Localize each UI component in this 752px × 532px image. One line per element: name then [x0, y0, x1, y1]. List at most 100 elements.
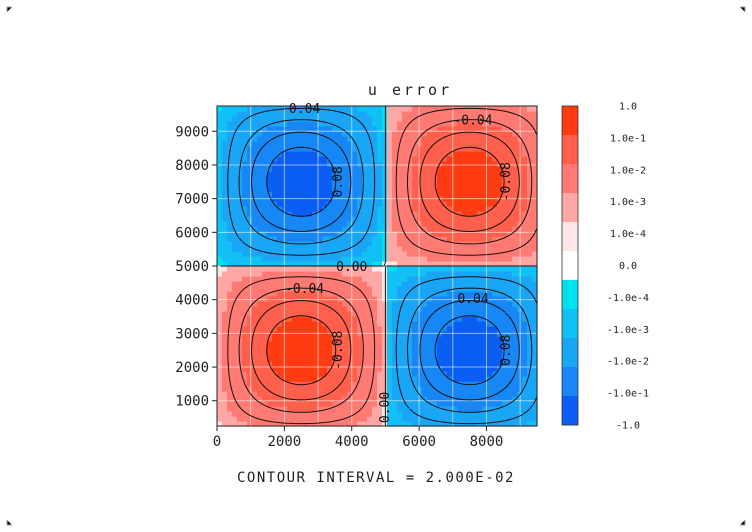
field-cell [417, 371, 423, 377]
field-cell [482, 281, 488, 287]
field-cell [247, 126, 253, 132]
field-cell [417, 216, 423, 222]
field-cell [487, 121, 493, 127]
field-cell [312, 111, 318, 117]
field-cell [402, 266, 408, 272]
field-cell [267, 261, 273, 267]
field-cell [307, 301, 313, 307]
field-cell [242, 191, 248, 197]
field-cell [427, 356, 433, 362]
field-cell [452, 141, 458, 147]
field-cell [357, 261, 363, 267]
field-cell [532, 166, 538, 172]
field-cell [387, 136, 393, 142]
field-cell [332, 386, 338, 392]
field-cell [352, 271, 358, 277]
field-cell [387, 276, 393, 282]
field-cell [227, 216, 233, 222]
field-cell [222, 391, 228, 397]
field-cell [532, 171, 538, 177]
field-cell [382, 281, 388, 287]
field-cell [297, 271, 303, 277]
field-cell [312, 371, 318, 377]
field-cell [277, 206, 283, 212]
field-cell [427, 256, 433, 262]
field-cell [427, 411, 433, 417]
field-cell [377, 136, 383, 142]
field-cell [337, 296, 343, 302]
field-cell [247, 366, 253, 372]
field-cell [237, 381, 243, 387]
field-cell [397, 281, 403, 287]
field-cell [452, 161, 458, 167]
field-cell [397, 276, 403, 282]
field-cell [322, 176, 328, 182]
field-cell [347, 136, 353, 142]
field-cell [347, 256, 353, 262]
field-cell [437, 396, 443, 402]
field-cell [507, 311, 513, 317]
field-cell [527, 256, 533, 262]
field-cell [407, 126, 413, 132]
field-cell [312, 341, 318, 347]
field-cell [527, 146, 533, 152]
field-cell [367, 241, 373, 247]
field-cell [372, 121, 378, 127]
field-cell [502, 266, 508, 272]
field-cell [327, 191, 333, 197]
field-cell [327, 211, 333, 217]
field-cell [252, 106, 258, 112]
field-cell [412, 201, 418, 207]
field-cell [372, 146, 378, 152]
field-cell [512, 336, 518, 342]
field-cell [322, 241, 328, 247]
field-cell [457, 356, 463, 362]
field-cell [257, 346, 263, 352]
field-cell [437, 191, 443, 197]
field-cell [382, 296, 388, 302]
field-cell [507, 186, 513, 192]
field-cell [302, 246, 308, 252]
field-cell [342, 246, 348, 252]
field-cell [297, 161, 303, 167]
field-cell [272, 361, 278, 367]
field-cell [277, 366, 283, 372]
field-cell [467, 236, 473, 242]
field-cell [422, 316, 428, 322]
field-cell [427, 416, 433, 422]
field-cell [272, 171, 278, 177]
field-cell [482, 116, 488, 122]
field-cell [397, 406, 403, 412]
field-cell [297, 336, 303, 342]
y-tick-label: 1000 [175, 394, 209, 410]
field-cell [402, 111, 408, 117]
field-cell [412, 351, 418, 357]
field-cell [467, 226, 473, 232]
field-cell [432, 241, 438, 247]
field-cell [272, 146, 278, 152]
colorbar-label: -1.0e-2 [607, 357, 649, 368]
field-cell [297, 411, 303, 417]
field-cell [272, 341, 278, 347]
field-cell [317, 321, 323, 327]
field-cell [497, 376, 503, 382]
field-cell [392, 336, 398, 342]
field-cell [412, 131, 418, 137]
field-cell [227, 201, 233, 207]
field-cell [422, 416, 428, 422]
field-cell [372, 371, 378, 377]
field-cell [482, 221, 488, 227]
field-cell [452, 231, 458, 237]
field-cell [342, 156, 348, 162]
field-cell [237, 231, 243, 237]
field-cell [482, 156, 488, 162]
field-cell [312, 236, 318, 242]
field-cell [277, 231, 283, 237]
field-cell [247, 321, 253, 327]
field-cell [297, 371, 303, 377]
field-cell [272, 161, 278, 167]
field-cell [377, 321, 383, 327]
field-cell [472, 181, 478, 187]
field-cell [512, 151, 518, 157]
field-cell [312, 266, 318, 272]
